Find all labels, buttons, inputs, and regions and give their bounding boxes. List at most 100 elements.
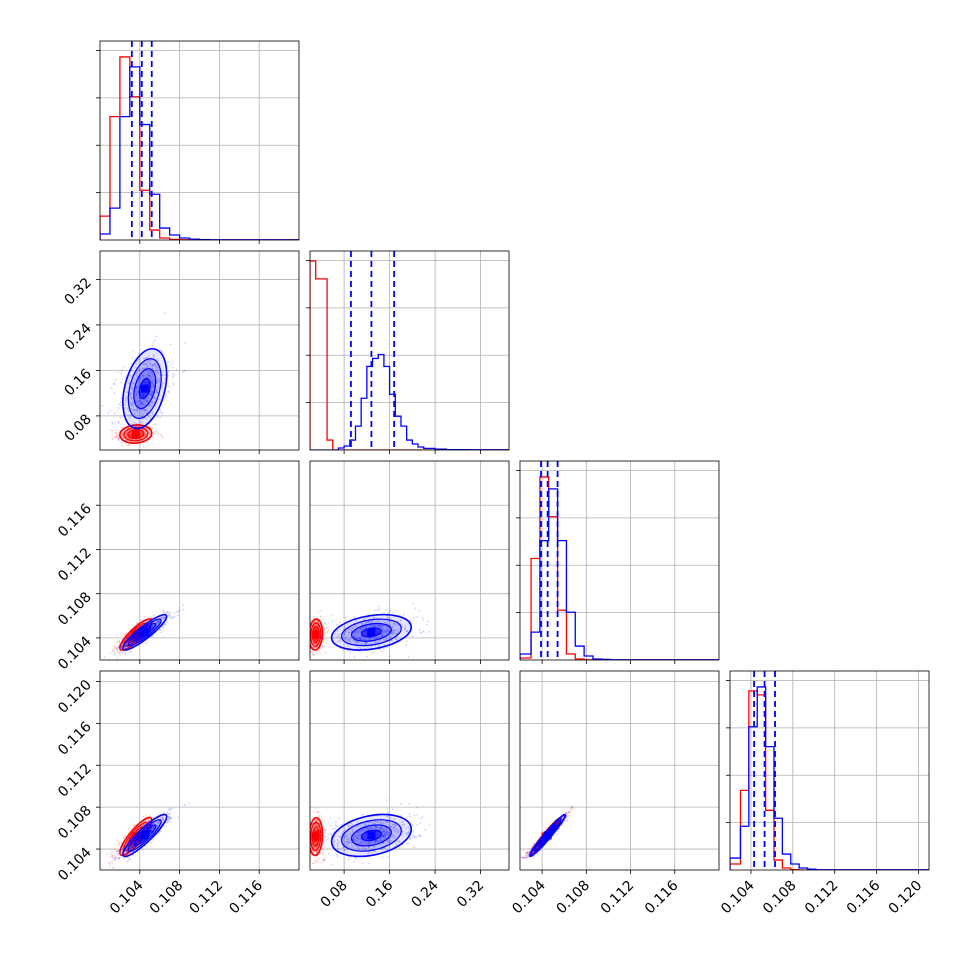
blue-sample-point xyxy=(411,635,414,638)
blue-sample-point xyxy=(167,815,170,818)
blue-sample-point xyxy=(136,841,139,844)
red-sample-point xyxy=(113,435,116,438)
red-sample-point xyxy=(312,647,315,649)
red-sample-point xyxy=(116,647,119,650)
blue-sample-point xyxy=(162,817,164,820)
blue-sample-point xyxy=(428,631,431,633)
red-sample-point xyxy=(315,643,318,645)
blue-sample-point xyxy=(428,824,431,827)
red-sample-point xyxy=(315,846,317,849)
blue-sample-point xyxy=(162,611,165,614)
red-sample-point xyxy=(127,429,130,432)
blue-sample-point xyxy=(162,817,165,820)
blue-sample-point xyxy=(378,623,381,626)
red-sample-point xyxy=(148,819,150,822)
blue-sample-point xyxy=(159,411,162,414)
blue-sample-point xyxy=(374,644,377,647)
scatter-panel-2-1 xyxy=(307,460,510,664)
blue-sample-point xyxy=(114,378,117,381)
red-sample-point xyxy=(156,623,159,626)
blue-sample-point xyxy=(169,816,172,819)
blue-sample-point xyxy=(407,655,410,658)
blue-sample-point xyxy=(385,631,387,634)
blue-sample-point xyxy=(342,846,345,849)
blue-sample-point xyxy=(153,385,155,388)
blue-sample-point xyxy=(379,819,382,822)
blue-sample-point xyxy=(362,628,365,630)
red-sample-point xyxy=(128,433,131,436)
blue-center-marker xyxy=(140,831,149,840)
blue-sample-point xyxy=(144,641,147,644)
blue-sample-point xyxy=(351,627,353,630)
red-sample-point xyxy=(315,818,318,820)
red-sample-point xyxy=(307,854,309,856)
blue-sample-point xyxy=(118,644,121,647)
red-sample-point xyxy=(315,820,318,823)
blue-sample-point xyxy=(394,823,397,826)
blue-sample-point xyxy=(149,412,152,415)
blue-sample-point xyxy=(382,835,385,838)
blue-sample-point xyxy=(319,830,322,833)
red-sample-point xyxy=(144,819,147,822)
blue-sample-point xyxy=(378,645,381,647)
blue-sample-point xyxy=(164,374,166,377)
red-sample-point xyxy=(322,640,324,643)
blue-sample-point xyxy=(375,636,378,639)
blue-sample-point xyxy=(339,638,342,641)
blue-sample-point xyxy=(126,391,128,393)
blue-sample-point xyxy=(137,396,140,399)
blue-sample-point xyxy=(135,387,137,390)
blue-sample-point xyxy=(150,393,153,396)
panel-frame xyxy=(519,460,720,661)
red-sample-point xyxy=(128,433,131,436)
red-sample-point xyxy=(307,644,309,646)
red-sample-point xyxy=(110,429,113,432)
red-sample-point xyxy=(121,453,123,455)
red-sample-point xyxy=(140,434,143,436)
red-sample-point xyxy=(315,811,318,813)
red-sample-point xyxy=(116,642,119,645)
blue-sample-point xyxy=(132,425,135,428)
red-sample-point xyxy=(315,860,318,863)
blue-sample-point xyxy=(130,397,133,400)
blue-sample-point xyxy=(135,636,138,639)
blue-sample-point xyxy=(395,633,397,636)
blue-sample-point xyxy=(325,839,328,841)
blue-sample-point xyxy=(398,628,400,631)
blue-sample-point xyxy=(162,615,165,618)
blue-sample-point xyxy=(348,631,350,634)
red-sample-point xyxy=(308,832,310,834)
blue-histogram xyxy=(310,353,509,450)
blue-sample-point xyxy=(121,848,124,850)
blue-sample-point xyxy=(135,408,138,411)
blue-sample-point xyxy=(151,392,154,394)
blue-sample-point xyxy=(146,409,149,412)
red-sample-point xyxy=(158,820,161,823)
blue-sample-point xyxy=(117,371,120,374)
blue-sample-point xyxy=(344,637,347,639)
blue-sample-point xyxy=(119,401,122,404)
blue-sample-point xyxy=(131,642,133,645)
blue-sample-point xyxy=(393,834,396,837)
blue-sample-point xyxy=(353,631,356,634)
blue-sample-point xyxy=(169,807,172,810)
red-center-marker xyxy=(311,630,320,639)
blue-sample-point xyxy=(155,358,158,361)
blue-sample-point xyxy=(124,403,127,406)
red-sample-point xyxy=(140,422,142,425)
blue-sample-point xyxy=(359,638,361,640)
blue-sample-point xyxy=(135,375,138,377)
blue-sample-point xyxy=(150,827,153,830)
blue-sample-point xyxy=(350,629,353,632)
blue-sample-point xyxy=(382,834,385,837)
red-sample-point xyxy=(121,847,124,850)
red-sample-point xyxy=(128,444,131,446)
blue-sample-point xyxy=(376,625,379,628)
blue-sample-point xyxy=(381,624,384,627)
y-tick-label: 0.116 xyxy=(55,719,95,759)
blue-sample-point xyxy=(376,635,379,638)
blue-sample-point xyxy=(112,422,114,425)
red-sample-point xyxy=(145,427,148,430)
blue-sample-point xyxy=(370,851,373,854)
blue-sample-point xyxy=(141,413,144,416)
